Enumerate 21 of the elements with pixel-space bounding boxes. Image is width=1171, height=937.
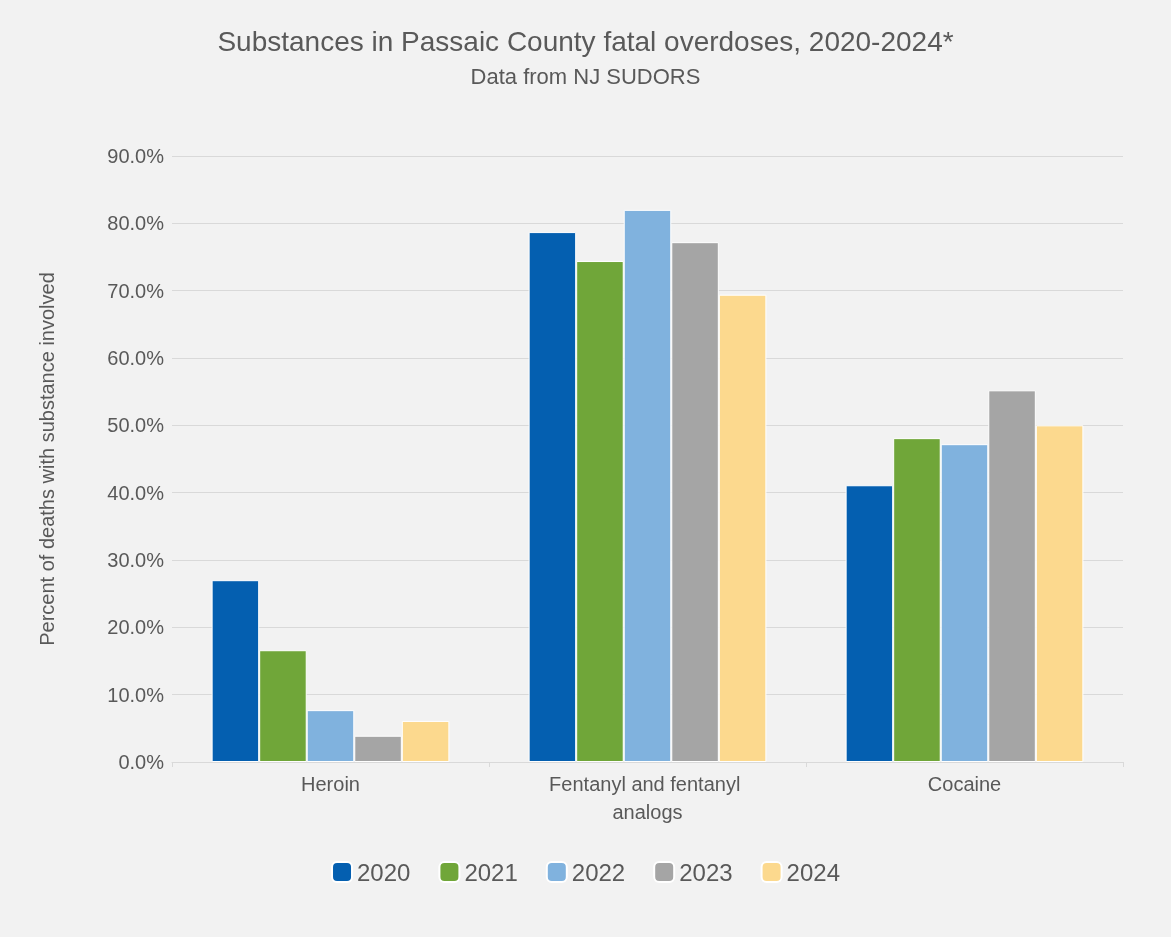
y-tick-label: 0.0% (118, 751, 165, 773)
y-tick-label: 10.0% (107, 683, 165, 706)
y-tick-label: 30.0% (107, 549, 165, 571)
y-tick-label: 60.0% (107, 347, 165, 369)
x-tick-label: Cocaine (927, 773, 1002, 795)
legend-label: 2021 (464, 858, 518, 886)
y-tick-label: 20.0% (107, 616, 165, 639)
chart-title: Substances in Passaic County fatal overdoses, 2020-2024* (217, 25, 954, 57)
y-tick-label: 40.0% (107, 481, 165, 504)
y-tick-label: 50.0% (107, 414, 165, 437)
x-tick-label: Heroin (301, 773, 360, 795)
y-axis-title: Percent of deaths with substance involved (36, 272, 58, 646)
legend-label: 2023 (679, 858, 733, 886)
legend-label: 2022 (571, 858, 626, 886)
legend-label: 2024 (786, 858, 840, 886)
y-tick-label: 90.0% (107, 145, 165, 167)
y-tick-label: 70.0% (107, 279, 165, 302)
y-tick-label: 80.0% (107, 212, 165, 235)
legend-label: 2020 (357, 858, 411, 886)
x-tick-label: Fentanyl and fentanyl analogs (549, 773, 746, 823)
chart-subtitle: Data from NJ SUDORS (470, 63, 701, 89)
